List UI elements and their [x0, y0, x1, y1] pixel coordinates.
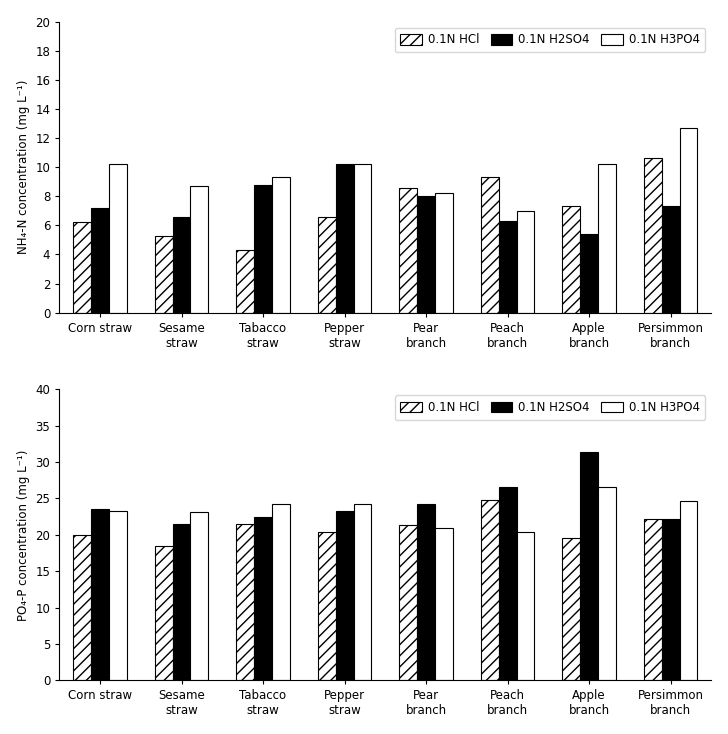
Bar [480, 500, 499, 680]
Bar [580, 452, 598, 680]
Bar [317, 217, 336, 313]
Bar [173, 524, 191, 680]
Bar [435, 193, 453, 313]
Bar [679, 128, 697, 313]
Bar [399, 526, 417, 680]
Bar [517, 532, 534, 680]
Y-axis label: PO₄-P concentration (mg L⁻¹): PO₄-P concentration (mg L⁻¹) [17, 449, 30, 620]
Bar [679, 501, 697, 680]
Bar [191, 512, 208, 680]
Bar [598, 487, 616, 680]
Bar [399, 187, 417, 313]
Bar [435, 528, 453, 680]
Bar [517, 211, 534, 313]
Bar [91, 509, 109, 680]
Bar [173, 217, 191, 313]
Bar [109, 164, 127, 313]
Bar [662, 519, 679, 680]
Bar [91, 208, 109, 313]
Bar [254, 184, 272, 313]
Legend: 0.1N HCl, 0.1N H2SO4, 0.1N H3PO4: 0.1N HCl, 0.1N H2SO4, 0.1N H3PO4 [395, 396, 705, 420]
Bar [417, 504, 435, 680]
Bar [254, 517, 272, 680]
Bar [109, 511, 127, 680]
Bar [154, 236, 173, 313]
Legend: 0.1N HCl, 0.1N H2SO4, 0.1N H3PO4: 0.1N HCl, 0.1N H2SO4, 0.1N H3PO4 [395, 28, 705, 52]
Bar [598, 164, 616, 313]
Bar [354, 164, 371, 313]
Bar [499, 487, 517, 680]
Bar [499, 221, 517, 313]
Bar [73, 535, 91, 680]
Bar [154, 547, 173, 680]
Bar [73, 222, 91, 313]
Bar [354, 504, 371, 680]
Bar [580, 234, 598, 313]
Bar [417, 196, 435, 313]
Bar [236, 250, 254, 313]
Bar [662, 206, 679, 313]
Bar [272, 504, 290, 680]
Bar [336, 511, 354, 680]
Bar [317, 532, 336, 680]
Bar [336, 164, 354, 313]
Bar [644, 519, 662, 680]
Y-axis label: NH₄-N concentration (mg L⁻¹): NH₄-N concentration (mg L⁻¹) [17, 80, 30, 254]
Bar [236, 524, 254, 680]
Bar [272, 178, 290, 313]
Bar [191, 186, 208, 313]
Bar [562, 539, 580, 680]
Bar [562, 206, 580, 313]
Bar [480, 178, 499, 313]
Bar [644, 159, 662, 313]
